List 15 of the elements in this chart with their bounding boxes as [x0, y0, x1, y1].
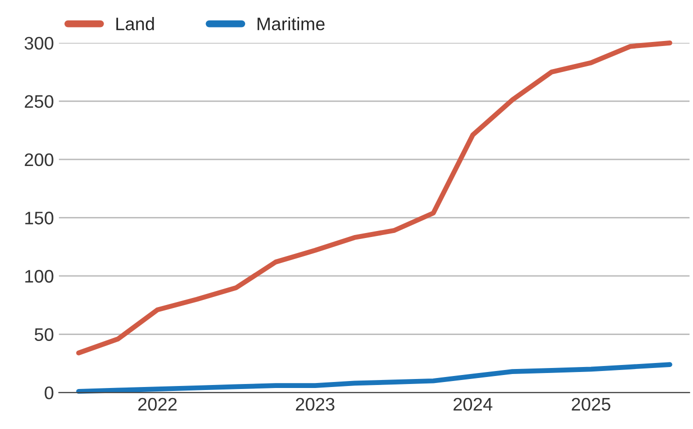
y-tick-label: 100 [25, 270, 54, 283]
line-series [76, 362, 672, 394]
legend-label: Land [116, 17, 154, 30]
x-tick-label: 2022 [138, 398, 177, 411]
y-tick-label: 50 [34, 328, 54, 341]
x-tick-label: 2025 [572, 398, 610, 411]
x-tick-label: 2023 [296, 398, 334, 411]
y-tick-label: 150 [25, 212, 54, 224]
x-tick-label: 2024 [454, 398, 492, 411]
y-tick-label: 0 [44, 386, 54, 400]
y-tick-label: 200 [24, 153, 54, 166]
legend-label: Maritime [258, 17, 325, 30]
line-series [76, 40, 672, 356]
y-tick-label: 250 [24, 95, 54, 108]
y-tick-label: 300 [24, 36, 54, 50]
